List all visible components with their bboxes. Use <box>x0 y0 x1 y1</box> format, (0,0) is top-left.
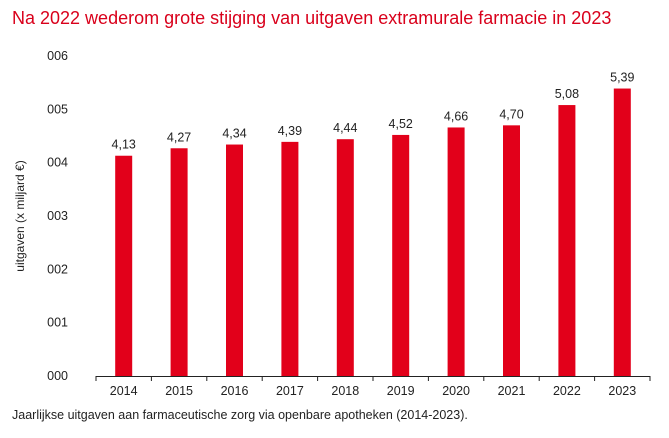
data-label-2019: 4,52 <box>389 117 413 131</box>
bar-2018 <box>336 139 354 376</box>
y-axis-label: uitgaven (x miljard €) <box>13 160 27 271</box>
x-tick-label-2016: 2016 <box>221 384 249 398</box>
x-tick-label-2015: 2015 <box>165 384 193 398</box>
data-label-2017: 4,39 <box>278 124 302 138</box>
data-label-2016: 4,34 <box>222 127 246 141</box>
x-tick-label-2019: 2019 <box>387 384 415 398</box>
bar-2021 <box>503 125 520 376</box>
y-tick-label: 006 <box>47 49 68 63</box>
y-tick-label: 001 <box>47 316 68 330</box>
bar-2015 <box>170 148 188 376</box>
x-tick-label-2014: 2014 <box>110 384 138 398</box>
x-axis: 2014 2015 2016 2017 2018 2019 2020 2021 2022 2023 <box>95 376 651 398</box>
data-label-2014: 4,13 <box>112 138 136 152</box>
bar-2017 <box>281 141 299 376</box>
data-label-2023: 5,39 <box>610 71 634 85</box>
data-label-2020: 4,66 <box>444 109 468 123</box>
x-tick-label-2022: 2022 <box>553 384 581 398</box>
bar-2016 <box>226 144 243 376</box>
y-tick-label: 002 <box>47 262 68 276</box>
y-tick-label: 000 <box>47 369 68 383</box>
chart-caption: Jaarlijkse uitgaven aan farmaceutische z… <box>12 408 468 422</box>
x-tick-label-2020: 2020 <box>442 384 470 398</box>
bars-group: 4,13 4,27 4,34 4,39 4,44 4,52 4,66 4,70 5,08 5,39 <box>112 71 635 377</box>
bar-2023 <box>613 88 631 377</box>
bar-2014 <box>115 155 133 376</box>
x-tick-label-2017: 2017 <box>276 384 304 398</box>
data-label-2022: 5,08 <box>555 87 579 101</box>
x-tick-label-2018: 2018 <box>331 384 359 398</box>
y-axis: 000 001 002 003 004 005 006 <box>47 49 68 383</box>
y-tick-label: 003 <box>47 209 68 223</box>
bar-2022 <box>558 105 576 377</box>
data-label-2015: 4,27 <box>167 130 191 144</box>
y-tick-label: 005 <box>47 102 68 116</box>
y-tick-label: 004 <box>47 156 68 170</box>
x-tick-label-2023: 2023 <box>608 384 636 398</box>
chart-title: Na 2022 wederom grote stijging van uitga… <box>12 8 612 28</box>
data-label-2021: 4,70 <box>499 107 523 121</box>
bar-2020 <box>447 127 465 376</box>
x-tick-label-2021: 2021 <box>498 384 526 398</box>
data-label-2018: 4,44 <box>333 121 357 135</box>
bar-2019 <box>392 134 410 376</box>
